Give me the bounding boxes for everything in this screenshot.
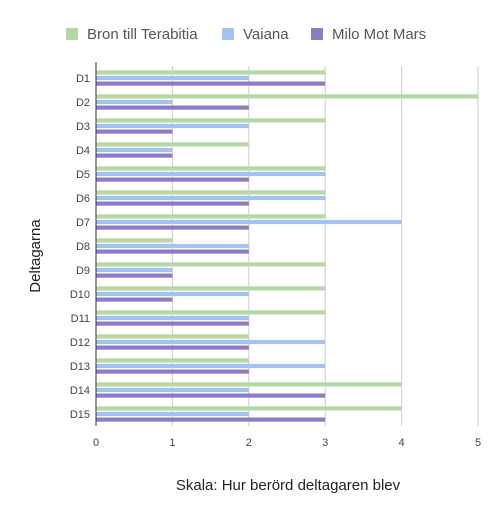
- y-tick-label: D10: [70, 289, 90, 301]
- bar-D12-series-0[interactable]: [96, 334, 249, 339]
- bar-D4-series-1[interactable]: [96, 147, 173, 153]
- legend[interactable]: Bron till Terabitia Vaiana Milo Mot Mars: [66, 26, 426, 43]
- bar-D15-series-2[interactable]: [96, 417, 326, 422]
- x-tick-label: 1: [169, 437, 175, 449]
- bar-D9-series-0[interactable]: [96, 262, 326, 267]
- bar-D11-series-0[interactable]: [96, 310, 326, 315]
- y-tick-label: D2: [76, 97, 90, 109]
- y-tick-label: D1: [76, 73, 90, 85]
- bar-D5-series-1[interactable]: [96, 171, 326, 177]
- y-tick-label: D12: [70, 337, 90, 349]
- legend-label-1[interactable]: Vaiana: [243, 26, 289, 43]
- bar-D3-series-2[interactable]: [96, 129, 173, 134]
- bars: [96, 70, 478, 422]
- bar-D7-series-0[interactable]: [96, 214, 326, 219]
- bar-D10-series-0[interactable]: [96, 286, 326, 291]
- y-tick-label: D6: [76, 193, 90, 205]
- bar-D5-series-2[interactable]: [96, 177, 249, 182]
- bar-D3-series-0[interactable]: [96, 118, 326, 123]
- bar-D7-series-1[interactable]: [96, 219, 402, 225]
- y-tick-label: D11: [71, 313, 90, 325]
- bar-D14-series-1[interactable]: [96, 387, 249, 393]
- bar-D15-series-0[interactable]: [96, 406, 402, 411]
- bar-D12-series-1[interactable]: [96, 339, 326, 345]
- x-tick-label: 3: [322, 437, 328, 449]
- bar-D4-series-2[interactable]: [96, 153, 173, 158]
- legend-swatch-1[interactable]: [222, 28, 234, 40]
- bar-D14-series-0[interactable]: [96, 382, 402, 387]
- y-tick-label: D15: [70, 409, 90, 421]
- bar-D1-series-0[interactable]: [96, 70, 326, 75]
- bar-D11-series-2[interactable]: [96, 321, 249, 326]
- bar-D10-series-1[interactable]: [96, 291, 249, 297]
- x-tick-label: 0: [93, 437, 99, 449]
- bar-D4-series-0[interactable]: [96, 142, 249, 147]
- bar-D11-series-1[interactable]: [96, 315, 249, 321]
- bar-D13-series-0[interactable]: [96, 358, 249, 363]
- bar-D3-series-1[interactable]: [96, 123, 249, 129]
- bar-D8-series-0[interactable]: [96, 238, 173, 243]
- y-tick-label: D7: [76, 217, 90, 229]
- bar-D2-series-2[interactable]: [96, 105, 249, 110]
- bar-D6-series-1[interactable]: [96, 195, 326, 201]
- bar-D13-series-2[interactable]: [96, 369, 249, 374]
- y-tick-label: D9: [76, 265, 90, 277]
- bar-D10-series-2[interactable]: [96, 297, 173, 302]
- bar-D2-series-0[interactable]: [96, 94, 478, 99]
- bar-D12-series-2[interactable]: [96, 345, 249, 350]
- axes: 0 1 2 3 4 5 D1 D2 D3 D4 D5 D6 D7 D8 D9 D10 D11 D12 D13 D14 D…: [70, 62, 481, 449]
- bar-D8-series-1[interactable]: [96, 243, 249, 249]
- y-tick-label: D13: [70, 361, 90, 373]
- bar-D9-series-2[interactable]: [96, 273, 173, 278]
- legend-swatch-2[interactable]: [311, 28, 323, 40]
- y-tick-label: D3: [76, 121, 90, 133]
- y-tick-label: D5: [76, 169, 90, 181]
- bar-D9-series-1[interactable]: [96, 267, 173, 273]
- legend-label-2[interactable]: Milo Mot Mars: [332, 26, 426, 43]
- x-tick-label: 2: [246, 437, 252, 449]
- x-tick-label: 4: [399, 437, 405, 449]
- bar-D6-series-2[interactable]: [96, 201, 249, 206]
- bar-D1-series-1[interactable]: [96, 75, 249, 81]
- bar-D8-series-2[interactable]: [96, 249, 249, 254]
- y-axis-title: Deltagarna: [27, 219, 44, 293]
- legend-swatch-0[interactable]: [66, 28, 78, 40]
- bar-D6-series-0[interactable]: [96, 190, 326, 195]
- legend-label-0[interactable]: Bron till Terabitia: [87, 26, 198, 43]
- bar-D1-series-2[interactable]: [96, 81, 326, 86]
- bar-D14-series-2[interactable]: [96, 393, 326, 398]
- y-tick-label: D8: [76, 241, 90, 253]
- y-tick-label: D4: [76, 145, 90, 157]
- x-axis-title: Skala: Hur berörd deltagaren blev: [176, 477, 401, 494]
- bar-D13-series-1[interactable]: [96, 363, 326, 369]
- y-tick-label: D14: [70, 385, 90, 397]
- bar-D7-series-2[interactable]: [96, 225, 249, 230]
- bar-D15-series-1[interactable]: [96, 411, 249, 417]
- bar-D2-series-1[interactable]: [96, 99, 173, 105]
- x-tick-label: 5: [475, 437, 481, 449]
- bar-D5-series-0[interactable]: [96, 166, 326, 171]
